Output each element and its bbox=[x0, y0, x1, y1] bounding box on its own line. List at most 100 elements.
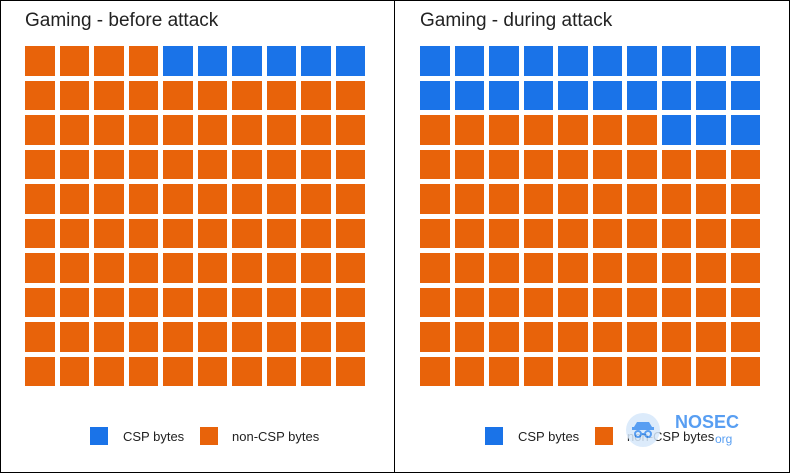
waffle-cell-non-csp bbox=[94, 115, 124, 145]
waffle-cell-non-csp bbox=[266, 253, 296, 283]
waffle-cell-csp bbox=[454, 80, 484, 110]
waffle-cell-non-csp bbox=[266, 115, 296, 145]
waffle-cell-non-csp bbox=[558, 115, 588, 145]
waffle-cell-non-csp bbox=[59, 184, 89, 214]
waffle-cell-non-csp bbox=[592, 356, 622, 386]
waffle-cell-non-csp bbox=[627, 253, 657, 283]
waffle-cell-non-csp bbox=[197, 115, 227, 145]
chart-panel-before: Gaming - before attack CSP bytes non-CSP… bbox=[0, 0, 394, 473]
waffle-cell-non-csp bbox=[661, 287, 691, 317]
waffle-cell-csp bbox=[301, 46, 331, 76]
waffle-cell-non-csp bbox=[661, 253, 691, 283]
waffle-cell-non-csp bbox=[420, 287, 450, 317]
waffle-cell-non-csp bbox=[94, 46, 124, 76]
waffle-cell-non-csp bbox=[489, 253, 519, 283]
waffle-cell-non-csp bbox=[420, 149, 450, 179]
waffle-cell-non-csp bbox=[335, 80, 365, 110]
waffle-cell-csp bbox=[335, 46, 365, 76]
waffle-cell-non-csp bbox=[696, 218, 726, 248]
waffle-cell-non-csp bbox=[163, 253, 193, 283]
waffle-cell-non-csp bbox=[301, 322, 331, 352]
chart-title-during: Gaming - during attack bbox=[420, 10, 613, 31]
waffle-cell-csp bbox=[627, 46, 657, 76]
waffle-cell-non-csp bbox=[730, 218, 760, 248]
waffle-cell-non-csp bbox=[592, 149, 622, 179]
waffle-cell-non-csp bbox=[59, 253, 89, 283]
waffle-cell-non-csp bbox=[59, 46, 89, 76]
waffle-cell-non-csp bbox=[25, 80, 55, 110]
waffle-cell-non-csp bbox=[232, 218, 262, 248]
legend-label-non-csp: non-CSP bytes bbox=[232, 429, 320, 444]
waffle-cell-non-csp bbox=[301, 80, 331, 110]
waffle-cell-non-csp bbox=[59, 356, 89, 386]
waffle-cell-non-csp bbox=[592, 218, 622, 248]
legend-swatch-csp bbox=[485, 427, 503, 445]
waffle-cell-csp bbox=[558, 46, 588, 76]
waffle-cell-non-csp bbox=[232, 287, 262, 317]
waffle-cell-non-csp bbox=[301, 253, 331, 283]
waffle-cell-non-csp bbox=[558, 253, 588, 283]
waffle-cell-non-csp bbox=[301, 287, 331, 317]
waffle-cell-non-csp bbox=[94, 356, 124, 386]
waffle-cell-non-csp bbox=[266, 322, 296, 352]
waffle-cell-non-csp bbox=[197, 80, 227, 110]
waffle-cell-non-csp bbox=[592, 287, 622, 317]
waffle-cell-non-csp bbox=[25, 218, 55, 248]
waffle-cell-non-csp bbox=[25, 356, 55, 386]
waffle-cell-non-csp bbox=[420, 322, 450, 352]
legend-swatch-non-csp bbox=[595, 427, 613, 445]
waffle-cell-csp bbox=[420, 80, 450, 110]
waffle-cell-non-csp bbox=[627, 184, 657, 214]
waffle-cell-csp bbox=[197, 46, 227, 76]
spy-logo-icon bbox=[626, 413, 660, 447]
waffle-cell-non-csp bbox=[232, 115, 262, 145]
waffle-cell-non-csp bbox=[197, 184, 227, 214]
waffle-grid-during bbox=[420, 46, 765, 386]
waffle-cell-non-csp bbox=[94, 322, 124, 352]
waffle-cell-non-csp bbox=[266, 184, 296, 214]
waffle-cell-csp bbox=[558, 80, 588, 110]
waffle-cell-csp bbox=[696, 115, 726, 145]
waffle-cell-non-csp bbox=[335, 322, 365, 352]
waffle-cell-csp bbox=[730, 80, 760, 110]
waffle-cell-non-csp bbox=[59, 322, 89, 352]
waffle-cell-non-csp bbox=[730, 253, 760, 283]
waffle-cell-non-csp bbox=[197, 356, 227, 386]
waffle-cell-non-csp bbox=[163, 149, 193, 179]
waffle-cell-non-csp bbox=[454, 322, 484, 352]
waffle-cell-non-csp bbox=[163, 80, 193, 110]
waffle-cell-non-csp bbox=[420, 356, 450, 386]
waffle-cell-non-csp bbox=[25, 184, 55, 214]
waffle-cell-non-csp bbox=[523, 287, 553, 317]
waffle-cell-non-csp bbox=[59, 80, 89, 110]
watermark-suffix: org bbox=[715, 432, 733, 446]
waffle-cell-non-csp bbox=[335, 115, 365, 145]
chart-panel-during: Gaming - during attack CSP bytes non-CSP… bbox=[395, 0, 789, 473]
waffle-cell-non-csp bbox=[163, 322, 193, 352]
waffle-cell-non-csp bbox=[301, 356, 331, 386]
waffle-cell-non-csp bbox=[523, 149, 553, 179]
waffle-cell-non-csp bbox=[523, 322, 553, 352]
waffle-cell-non-csp bbox=[558, 149, 588, 179]
waffle-cell-non-csp bbox=[59, 149, 89, 179]
waffle-cell-non-csp bbox=[454, 287, 484, 317]
waffle-cell-non-csp bbox=[128, 184, 158, 214]
waffle-grid-before bbox=[25, 46, 370, 386]
legend-label-csp: CSP bytes bbox=[518, 429, 580, 444]
legend-swatch-csp bbox=[90, 427, 108, 445]
waffle-cell-csp bbox=[661, 46, 691, 76]
waffle-cell-non-csp bbox=[266, 80, 296, 110]
waffle-cell-non-csp bbox=[25, 46, 55, 76]
waffle-cell-non-csp bbox=[592, 184, 622, 214]
panel-divider bbox=[394, 0, 395, 473]
waffle-cell-non-csp bbox=[94, 218, 124, 248]
waffle-cell-non-csp bbox=[627, 115, 657, 145]
legend-label-csp: CSP bytes bbox=[123, 429, 185, 444]
waffle-cell-csp bbox=[627, 80, 657, 110]
nosec-watermark: NOSEC org bbox=[625, 408, 745, 452]
waffle-cell-non-csp bbox=[627, 149, 657, 179]
waffle-cell-non-csp bbox=[489, 149, 519, 179]
waffle-cell-non-csp bbox=[232, 149, 262, 179]
waffle-cell-non-csp bbox=[232, 322, 262, 352]
waffle-cell-non-csp bbox=[25, 287, 55, 317]
